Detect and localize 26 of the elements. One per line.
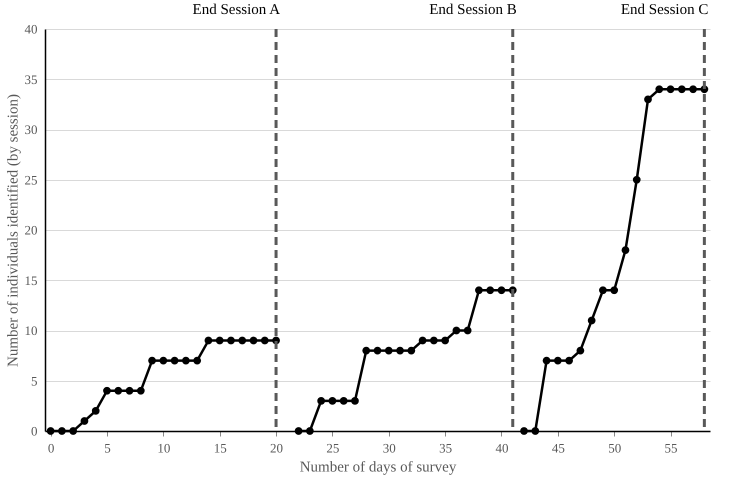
- ref-line-label: End Session A: [192, 2, 280, 18]
- y-tick-label: 35: [24, 72, 38, 87]
- y-tick-label: 0: [31, 424, 38, 438]
- y-tick-label: 25: [24, 172, 38, 188]
- x-tick-label: 15: [214, 440, 227, 456]
- x-tick-label: 55: [664, 440, 678, 456]
- y-tick-label: 15: [24, 272, 38, 288]
- x-axis-title: Number of days of survey: [300, 460, 457, 476]
- ref-line-label: End Session B: [429, 2, 517, 18]
- x-tick-label: 0: [48, 440, 54, 456]
- ref-line-label: End Session C: [620, 2, 708, 18]
- x-tick-label: 10: [157, 440, 170, 456]
- x-tick-label: 40: [495, 440, 508, 456]
- x-tick-label: 35: [439, 440, 452, 456]
- y-tick-label: 30: [24, 122, 38, 137]
- x-tick-label: 50: [608, 440, 622, 456]
- y-tick-label: 10: [24, 323, 38, 338]
- x-tick-label: 20: [270, 440, 284, 456]
- y-axis-title: Number of individuals identified (by session): [6, 94, 22, 367]
- x-tick-label: 25: [326, 440, 340, 456]
- y-tick-label: 20: [24, 222, 38, 238]
- x-tick-label: 30: [382, 440, 396, 456]
- y-tick-label: 40: [24, 22, 38, 36]
- y-tick-label: 5: [31, 373, 38, 388]
- x-tick-label: 45: [552, 440, 565, 456]
- x-tick-label: 5: [104, 440, 111, 456]
